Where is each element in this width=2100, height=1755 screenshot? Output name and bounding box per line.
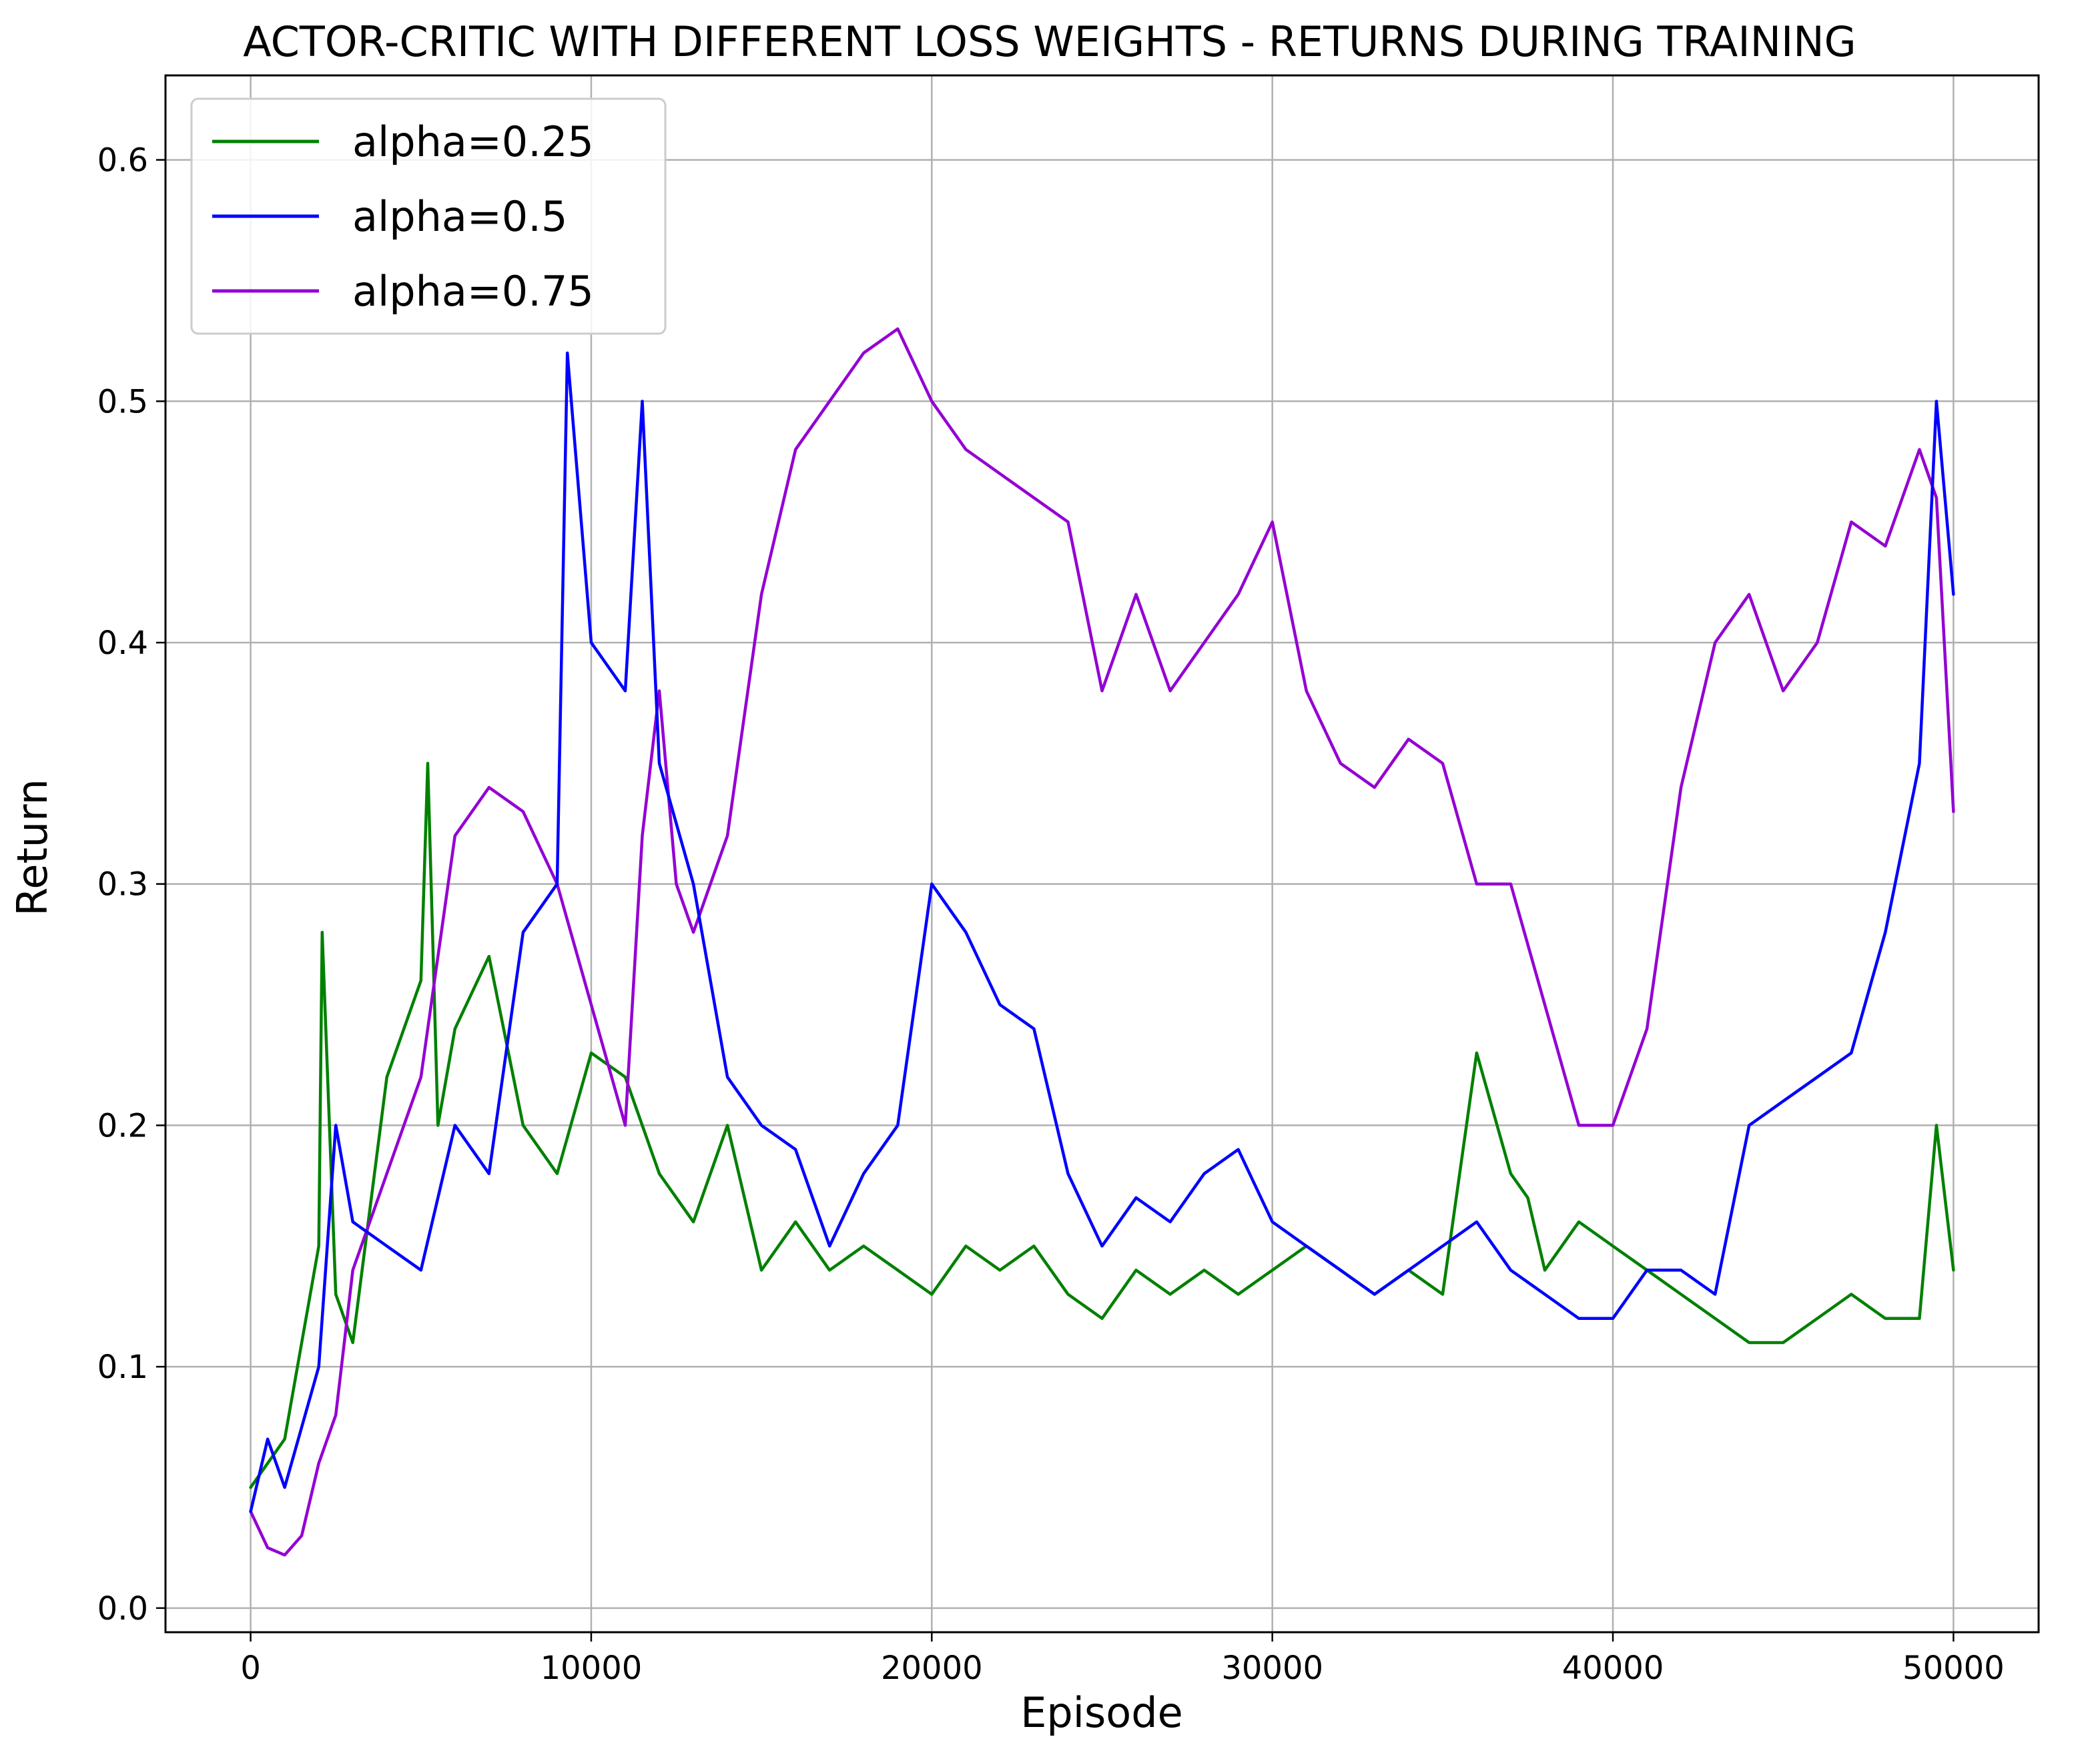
y-tick-label: 0.2 — [97, 1107, 148, 1144]
x-tick-label: 0 — [240, 1650, 261, 1687]
legend-label: alpha=0.75 — [352, 267, 594, 316]
series-line-alpha-0-5 — [249, 351, 1955, 1513]
y-tick-label: 0.4 — [97, 625, 148, 662]
y-tick-label: 0.6 — [97, 142, 148, 180]
x-tick-label: 50000 — [1902, 1650, 2005, 1687]
series-lines — [249, 327, 1955, 1557]
legend-label: alpha=0.25 — [352, 117, 594, 166]
grid — [165, 75, 2039, 1632]
legend-box — [190, 97, 667, 335]
plot-frame — [164, 74, 2040, 1634]
legend-items: alpha=0.25 alpha=0.5 alpha=0.75 — [212, 117, 594, 316]
chart-title: ACTOR-CRITIC WITH DIFFERENT LOSS WEIGHTS… — [243, 17, 1856, 66]
axis-ticks: 0 10000 20000 30000 40000 50000 0.0 0.1 0.2 0.3 0.… — [97, 142, 2005, 1687]
series-line-alpha-0-75 — [249, 327, 1955, 1557]
legend-label: alpha=0.5 — [352, 192, 567, 241]
y-tick-label: 0.1 — [97, 1349, 148, 1386]
x-tick-label: 30000 — [1221, 1650, 1323, 1687]
series-line-alpha-0-25 — [249, 761, 1955, 1489]
legend: alpha=0.25 alpha=0.5 alpha=0.75 — [190, 97, 667, 335]
y-tick-label: 0.3 — [97, 866, 148, 904]
y-axis-label: Return — [8, 779, 57, 916]
y-tick-label: 0.0 — [97, 1590, 148, 1628]
x-tick-label: 40000 — [1562, 1650, 1664, 1687]
x-tick-label: 20000 — [881, 1650, 983, 1687]
y-tick-label: 0.5 — [97, 383, 148, 420]
x-tick-label: 10000 — [541, 1650, 643, 1687]
x-axis-label: Episode — [1020, 1688, 1183, 1737]
